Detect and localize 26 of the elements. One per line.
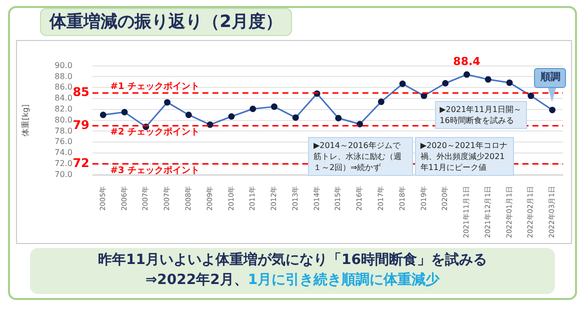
- y-tick-label: 82.0: [54, 104, 72, 114]
- text: 79: [72, 118, 90, 132]
- annotation: 順調: [534, 68, 566, 88]
- y-tick-label: 78.0: [54, 126, 72, 136]
- y-tick-label: 88.0: [54, 72, 72, 81]
- chart-title: 体重増減の振り返り（2月度）: [40, 8, 292, 36]
- annotation: ▶2014～2016年ジムで筋トレ、水泳に励む（週１～2回）⇒続かず: [308, 136, 414, 176]
- ref-line-label: #2 チェックポイント: [110, 126, 200, 138]
- annotation: ▶2021年11月1日開～16時間断食を試みる: [434, 100, 527, 129]
- annotation: ▶2020～2021年コロナ禍、外出頻度減少2021年11月にピーク値: [415, 136, 514, 176]
- y-tick-label: 86.0: [54, 82, 72, 92]
- y-tick-label: 84.0: [54, 94, 72, 103]
- y-tick-label: 74.0: [54, 148, 72, 158]
- y-axis-title: 体重[kg]: [20, 104, 30, 136]
- y-tick-label: 72.0: [54, 159, 72, 168]
- y-tick-label: 80.0: [54, 115, 72, 124]
- text: 昨年11月いよいよ体重増が気になり「16時間断食」を試みる: [97, 250, 488, 270]
- text: 85: [72, 85, 90, 100]
- ref-line-label: #3 チェックポイント: [110, 164, 200, 176]
- y-tick-label: 70.0: [54, 170, 72, 179]
- text: 72: [72, 156, 90, 170]
- ref-line-label: #1 チェックポイント: [110, 80, 200, 92]
- y-tick-label: 76.0: [54, 137, 72, 146]
- text: 1月に引き続き順調に体重減少: [248, 272, 440, 288]
- data-label: 88.4: [453, 54, 481, 68]
- y-tick-label: 90.0: [54, 60, 72, 70]
